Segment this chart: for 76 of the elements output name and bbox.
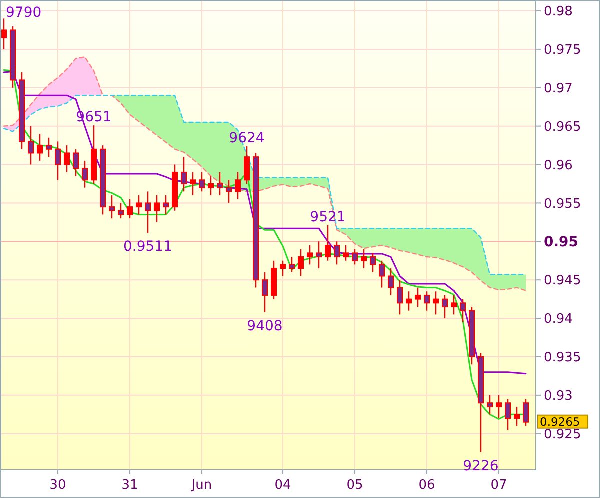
candlestick xyxy=(190,172,196,196)
x-tick-label: 05 xyxy=(346,478,364,493)
candlestick xyxy=(442,294,448,320)
annotation: 9408 xyxy=(247,318,283,334)
y-tick-label: 0.94 xyxy=(544,312,573,328)
candlestick xyxy=(496,394,502,420)
candlestick xyxy=(514,406,520,427)
annotation: 9624 xyxy=(229,130,265,146)
y-tick-label: 0.965 xyxy=(544,120,582,135)
candlestick xyxy=(46,137,52,158)
candlestick xyxy=(406,291,412,312)
candlestick xyxy=(1,18,7,50)
candlestick xyxy=(298,248,304,277)
candlestick xyxy=(343,244,349,262)
candlestick xyxy=(424,291,430,312)
candlestick xyxy=(523,398,529,427)
y-tick-label: 0.98 xyxy=(544,4,573,20)
y-tick-label: 0.955 xyxy=(544,196,582,212)
candlestick xyxy=(415,287,421,308)
y-tick-label: 0.93 xyxy=(544,388,573,404)
candlestick xyxy=(505,398,511,431)
candlestick xyxy=(217,172,223,196)
candlestick xyxy=(487,394,493,416)
annotation: 9790 xyxy=(6,5,42,21)
candlestick xyxy=(163,194,169,216)
candlestick xyxy=(307,244,313,266)
annotation: 9226 xyxy=(463,458,499,474)
text: 0.9265 xyxy=(540,415,580,430)
candlestick xyxy=(379,260,385,288)
candlestick xyxy=(154,194,160,224)
candlestick xyxy=(28,126,34,166)
x-tick-label: Jun xyxy=(190,478,212,493)
y-tick-label: 0.935 xyxy=(544,350,582,366)
candlestick xyxy=(145,191,151,234)
annotation: 0.9511 xyxy=(124,239,172,256)
y-tick-label: 0.925 xyxy=(544,427,582,442)
candlestick xyxy=(388,268,394,296)
candlestick xyxy=(64,144,70,174)
candlestick xyxy=(82,160,88,188)
candlestick xyxy=(316,241,322,270)
candlestick xyxy=(397,279,403,316)
candlestick xyxy=(109,194,115,220)
candlestick xyxy=(235,172,241,200)
candlestick xyxy=(370,252,376,274)
candlestick xyxy=(73,148,79,177)
candlestick xyxy=(244,146,250,185)
candlestick xyxy=(55,141,61,181)
x-tick-label: 30 xyxy=(50,478,66,493)
candlestick xyxy=(262,272,268,313)
candlestick xyxy=(181,156,187,192)
candlestick xyxy=(199,172,205,192)
candlestick xyxy=(289,256,295,274)
candlestick xyxy=(352,248,358,266)
y-tick-label: 0.97 xyxy=(544,81,573,96)
candlestick xyxy=(226,180,232,204)
x-tick-label: 07 xyxy=(490,478,508,493)
candlestick xyxy=(280,260,286,277)
candlestick xyxy=(127,198,133,220)
candlestick xyxy=(325,224,331,262)
candlestick xyxy=(460,298,466,323)
y-tick-label: 0.945 xyxy=(544,274,582,289)
candlestick xyxy=(208,176,214,196)
candlestick xyxy=(361,248,367,270)
candlestick xyxy=(334,241,340,266)
ref-line-label: 0.95 xyxy=(544,234,579,251)
x-tick-label: 04 xyxy=(274,478,292,493)
y-tick-label: 0.96 xyxy=(544,158,573,174)
y-tick-label: 0.975 xyxy=(544,42,582,58)
candlestick xyxy=(37,133,43,162)
x-tick-label: 31 xyxy=(122,478,138,493)
candlestick xyxy=(118,202,124,220)
candlestick xyxy=(433,291,439,316)
x-tick-label: 06 xyxy=(418,478,436,493)
annotation: 9521 xyxy=(310,210,346,226)
candlestick xyxy=(451,294,457,316)
candlestick xyxy=(136,194,142,216)
